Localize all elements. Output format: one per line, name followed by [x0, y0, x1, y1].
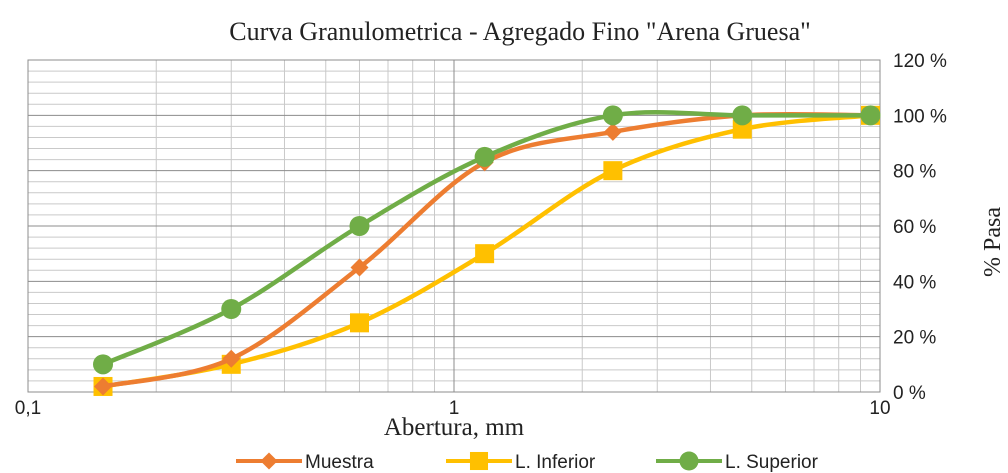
data-point-square — [475, 244, 495, 264]
y-axis-tick-labels: 0 % 20 % 40 % 60 % 80 % 100 % 120 % — [893, 51, 947, 404]
data-point-square — [603, 161, 623, 181]
legend-label: L. Superior — [725, 452, 819, 473]
series-l-superior — [93, 105, 881, 375]
x-tick-label: 0,1 — [15, 398, 41, 419]
data-point-circle — [474, 146, 495, 167]
data-point-square — [349, 313, 369, 333]
data-point-circle — [602, 105, 623, 126]
y-tick-label: 60 % — [893, 217, 936, 238]
chart-legend: Muestra L. Inferior L. Superior — [236, 451, 819, 473]
x-axis-tick-labels: 0,1 1 10 — [15, 398, 891, 419]
data-point-diamond — [94, 377, 113, 396]
legend-swatch-marker — [679, 451, 699, 471]
x-tick-label: 1 — [449, 398, 460, 419]
x-axis-label: Abertura, mm — [384, 414, 525, 441]
data-point-circle — [93, 354, 114, 375]
series-layer — [93, 105, 881, 396]
y-tick-label: 0 % — [893, 383, 926, 404]
data-point-diamond — [603, 122, 622, 141]
y-axis-label: % Pasa — [980, 207, 1006, 277]
x-tick-label: 10 — [869, 398, 890, 419]
data-point-diamond — [222, 349, 241, 368]
y-tick-label: 120 % — [893, 51, 947, 72]
data-point-circle — [221, 299, 242, 319]
y-tick-label: 100 % — [893, 106, 947, 127]
legend-label: L. Inferior — [515, 452, 596, 473]
legend-item: L. Inferior — [446, 451, 596, 473]
data-point-circle — [732, 105, 753, 126]
legend-swatch-marker — [469, 451, 489, 471]
legend-swatch-marker — [260, 452, 278, 470]
data-point-diamond — [350, 258, 369, 277]
data-point-circle — [860, 105, 881, 126]
data-point-square — [732, 119, 752, 139]
y-tick-label: 20 % — [893, 328, 936, 349]
chart-title: Curva Granulometrica - Agregado Fino "Ar… — [229, 17, 810, 46]
y-tick-label: 80 % — [893, 162, 936, 183]
legend-item: Muestra — [236, 452, 374, 473]
data-point-circle — [349, 216, 370, 236]
legend-label: Muestra — [305, 452, 374, 473]
legend-item: L. Superior — [656, 451, 819, 473]
plot-area-border — [27, 59, 881, 393]
y-tick-label: 40 % — [893, 272, 936, 293]
